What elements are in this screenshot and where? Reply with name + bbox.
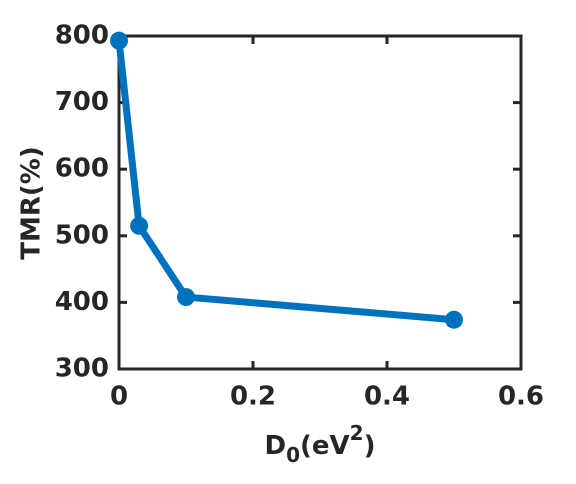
x-tick-label: 0.2 [230,382,276,412]
data-point [445,310,463,329]
y-tick-label: 600 [55,154,109,184]
x-label-part: D [265,431,287,461]
x-tick-label: 0.6 [498,382,544,412]
axes-box [117,34,523,371]
y-tick-label: 500 [55,220,109,250]
x-tick-label: 0.4 [364,382,410,412]
y-tick-label: 400 [55,287,109,317]
y-axis-label: TMR(%) [17,146,47,259]
x-label-sup: 2 [350,421,364,445]
y-tick-label: 300 [55,354,109,384]
x-label-part: (eV [300,431,350,461]
y-tick-label: 800 [55,21,109,51]
y-tick-label: 700 [55,87,109,117]
x-label-sub: 0 [286,443,300,467]
x-label-part: ) [364,431,376,461]
data-line [115,40,455,324]
x-tick-label: 0 [110,382,128,412]
x-axis-label: D0(eV2) [265,421,376,467]
data-point [110,31,128,50]
data-point [130,216,149,235]
data-point [177,288,195,307]
